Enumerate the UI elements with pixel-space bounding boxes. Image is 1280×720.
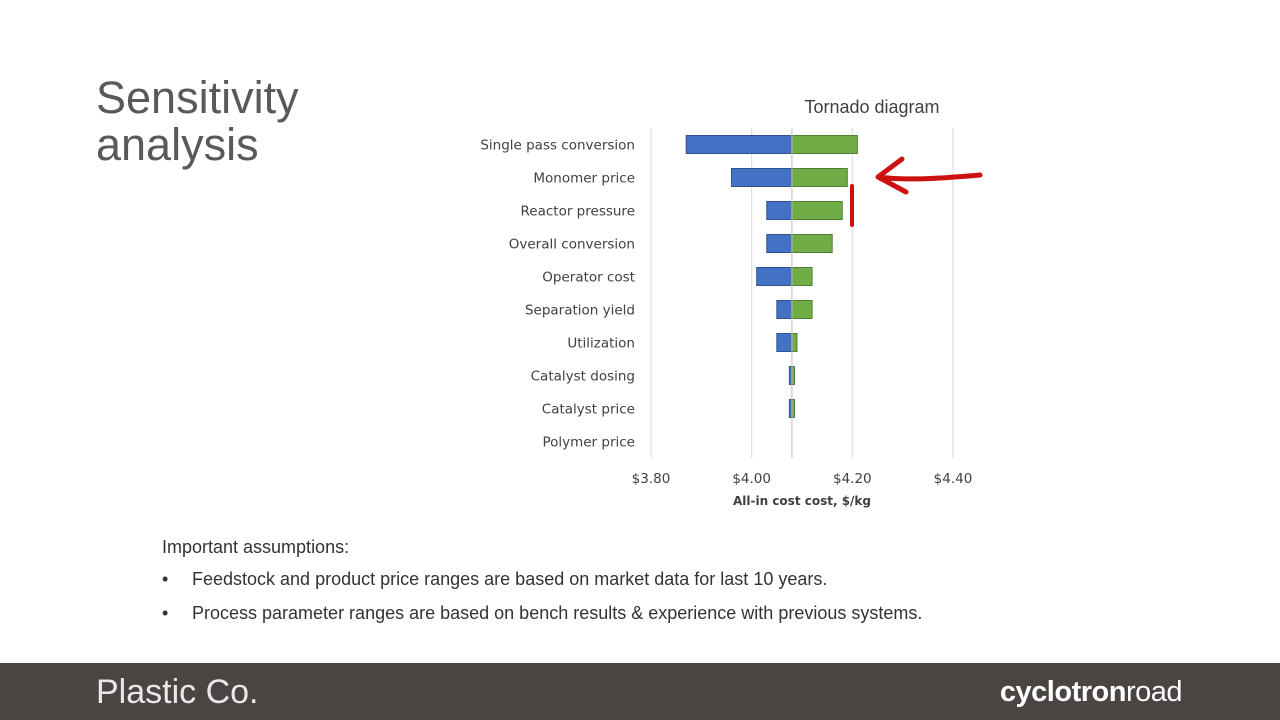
- company-name: Plastic Co.: [96, 673, 259, 711]
- x-axis-title: All-in cost cost, $/kg: [733, 494, 871, 508]
- logo-part-road: road: [1125, 676, 1183, 708]
- bar-low: [766, 234, 793, 253]
- assumption-text: Process parameter ranges are based on be…: [192, 603, 923, 623]
- category-label: Overall conversion: [509, 237, 635, 253]
- category-label: Polymer price: [542, 435, 635, 451]
- category-label: Catalyst dosing: [531, 369, 635, 385]
- bar-high: [791, 300, 813, 319]
- assumptions-block: Important assumptions: • Feedstock and p…: [162, 536, 922, 636]
- category-label: Catalyst price: [542, 402, 635, 418]
- red-annotation: [850, 156, 983, 227]
- assumptions-heading: Important assumptions:: [162, 537, 350, 557]
- x-tick-label: $4.40: [934, 471, 973, 487]
- gridlines: [650, 128, 954, 458]
- red-arrow-icon: [875, 156, 983, 195]
- footer-bar: Plastic Co. cyclotronroad: [0, 663, 1280, 720]
- assumption-item: • Feedstock and product price ranges are…: [162, 568, 922, 590]
- tornado-chart: Tornado diagram Single pass conversion Mo…: [480, 97, 983, 508]
- bar-high: [791, 168, 848, 187]
- slide-title-line-1: Sensitivity: [96, 72, 299, 123]
- assumptions-list: • Feedstock and product price ranges are…: [162, 568, 922, 624]
- bar-high: [791, 267, 813, 286]
- category-labels: Single pass conversion Monomer price React…: [480, 138, 635, 451]
- slide-title-line-2: analysis: [96, 119, 259, 170]
- bar-low: [776, 333, 793, 352]
- bar-low: [756, 267, 793, 286]
- bar-high: [791, 201, 843, 220]
- category-label: Utilization: [567, 336, 635, 352]
- x-tick-labels: $3.80 $4.00 $4.20 $4.40: [632, 471, 973, 487]
- category-label: Operator cost: [542, 270, 635, 286]
- logo-part-cyclotron: cyclotron: [999, 676, 1127, 708]
- x-tick-label: $4.20: [833, 471, 872, 487]
- chart-title: Tornado diagram: [804, 97, 939, 117]
- bullet-icon: •: [162, 569, 169, 589]
- category-label: Separation yield: [525, 303, 635, 319]
- x-tick-label: $4.00: [732, 471, 771, 487]
- assumption-item: • Process parameter ranges are based on …: [162, 602, 922, 624]
- bar-low: [766, 201, 793, 220]
- category-label: Monomer price: [533, 171, 635, 187]
- bars: [685, 128, 858, 458]
- bar-high: [791, 135, 858, 154]
- category-label: Reactor pressure: [521, 204, 635, 220]
- bar-high: [791, 333, 798, 352]
- bar-low: [685, 135, 793, 154]
- bar-high: [791, 234, 833, 253]
- slide-title: Sensitivity analysis: [96, 74, 299, 168]
- bar-low: [776, 300, 793, 319]
- cyclotronroad-logo: cyclotronroad: [999, 675, 1183, 709]
- category-label: Single pass conversion: [480, 138, 635, 154]
- assumption-text: Feedstock and product price ranges are b…: [192, 569, 828, 589]
- bullet-icon: •: [162, 603, 169, 623]
- x-tick-label: $3.80: [632, 471, 671, 487]
- bar-low: [731, 168, 793, 187]
